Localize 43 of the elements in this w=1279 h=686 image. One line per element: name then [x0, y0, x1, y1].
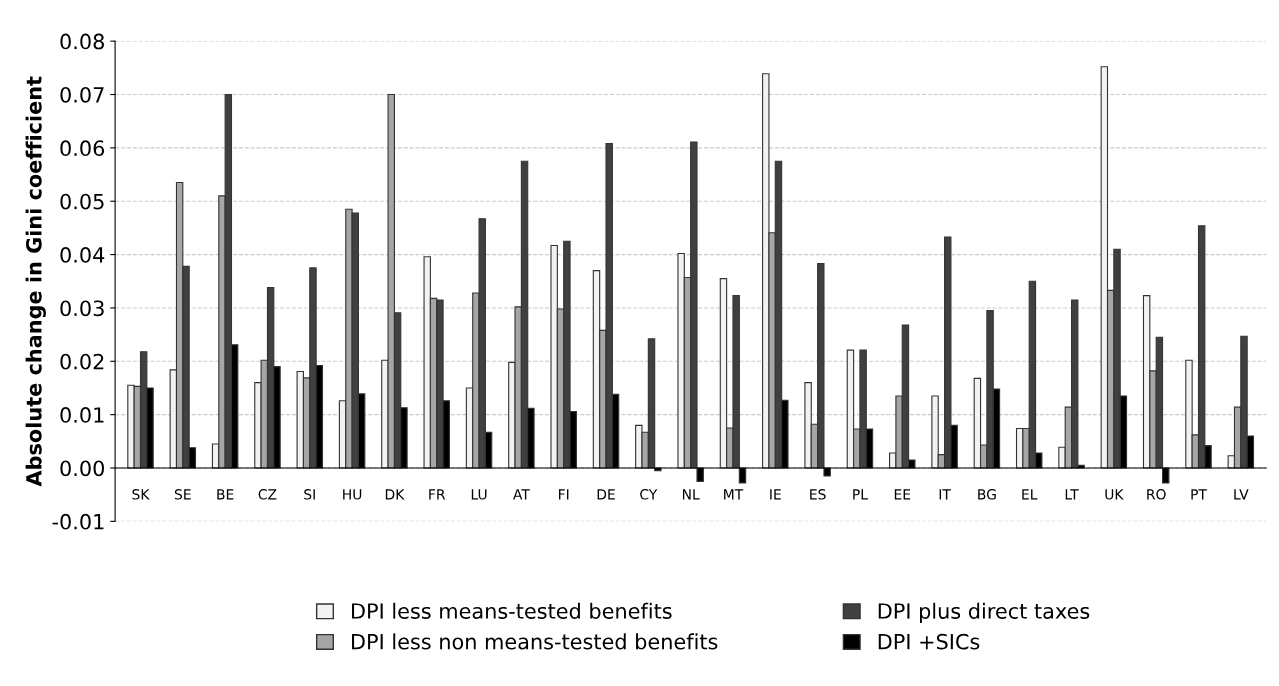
x-tick-label: LU: [471, 489, 487, 500]
x-tick-label: IT: [939, 489, 951, 500]
y-tick-label: 0.04: [60, 247, 105, 263]
x-tick-label: DK: [385, 489, 405, 500]
legend-label: DPI +SICs: [878, 633, 980, 650]
x-tick-label: SE: [174, 489, 191, 500]
x-tick-label: FI: [559, 489, 569, 500]
x-tick-label: PT: [1191, 489, 1207, 500]
y-tick-label: 0.06: [60, 140, 105, 157]
x-tick-label: MT: [724, 489, 744, 500]
x-tick-label: AT: [513, 489, 530, 500]
x-tick-label: DE: [597, 489, 615, 500]
y-tick-label: 0.05: [60, 193, 104, 210]
x-tick-label: HU: [343, 489, 362, 500]
y-axis-title: Absolute change in Gini coefficient: [25, 76, 46, 487]
x-tick-label: NL: [682, 489, 700, 500]
legend-label: DPI less non means-tested benefits: [352, 633, 718, 650]
legend-label: DPI less means-tested benefits: [352, 602, 672, 619]
x-tick-label: CZ: [258, 489, 277, 500]
y-tick-label: -0.01: [52, 513, 104, 530]
y-tick-label: 0.02: [60, 353, 104, 370]
x-tick-label: BG: [978, 489, 996, 500]
x-tick-label: SI: [304, 489, 315, 500]
y-tick-label: 0.01: [60, 407, 104, 423]
x-tick-label: FR: [429, 489, 446, 500]
x-tick-label: EL: [1022, 489, 1038, 500]
bar: [719, 278, 728, 469]
y-tick-label: 0.00: [60, 460, 104, 477]
x-tick-label: SK: [132, 489, 150, 500]
x-tick-label: ES: [810, 489, 826, 500]
x-tick-label: IE: [770, 489, 781, 500]
x-tick-label: BE: [217, 489, 234, 500]
x-tick-label: EE: [894, 489, 911, 500]
y-tick-label: 0.03: [60, 300, 104, 317]
x-tick-label: LV: [1234, 489, 1249, 500]
x-tick-label: RO: [1147, 489, 1166, 500]
x-tick-label: CY: [640, 489, 658, 500]
y-tick-label: 0.07: [60, 86, 104, 103]
x-tick-label: UK: [1105, 489, 1124, 500]
x-tick-label: LT: [1065, 489, 1079, 500]
y-tick-label: 0.08: [60, 33, 104, 50]
legend-label: DPI plus direct taxes: [878, 602, 1090, 623]
x-tick-label: PL: [853, 489, 868, 500]
